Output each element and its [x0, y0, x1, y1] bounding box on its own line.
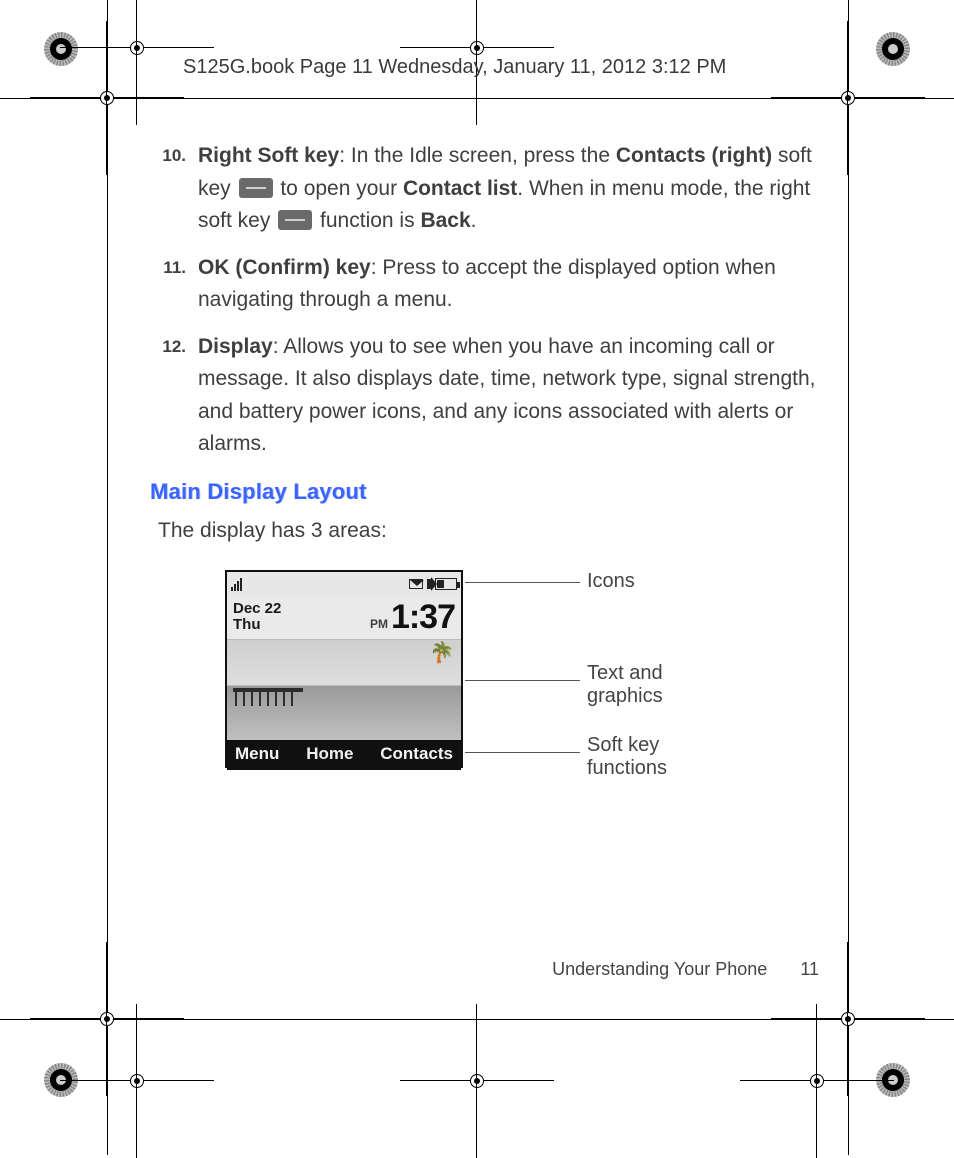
crosshair-mark	[120, 1064, 154, 1098]
phone-screen: Dec 22 Thu PM 1:37 🌴	[225, 570, 463, 768]
term: OK (Confirm) key	[198, 256, 371, 279]
text: : Allows you to see when you have an inc…	[198, 335, 815, 456]
crosshair-mark	[800, 1064, 834, 1098]
softkey-middle: Home	[306, 741, 353, 767]
crop-line	[0, 98, 954, 99]
day-line: Thu	[233, 617, 281, 633]
term: Right Soft key	[198, 144, 339, 167]
crop-line	[848, 0, 849, 1155]
footer-title: Understanding Your Phone	[552, 959, 767, 979]
text: .	[471, 209, 477, 232]
ampm: PM	[370, 615, 388, 634]
list-item: 11. OK (Confirm) key: Press to accept th…	[150, 252, 825, 317]
crosshair-mark	[460, 1064, 494, 1098]
softkey-row: Menu Home Contacts	[227, 740, 461, 770]
term: Contact list	[403, 177, 517, 200]
softkey-left: Menu	[235, 741, 279, 767]
registration-mark	[876, 32, 910, 66]
leader-line	[465, 752, 580, 753]
softkey-icon	[278, 210, 312, 230]
item-number: 12.	[150, 331, 198, 461]
list-item: 12. Display: Allows you to see when you …	[150, 331, 825, 461]
softkey-icon	[239, 178, 273, 198]
softkey-right: Contacts	[380, 741, 453, 767]
registration-mark	[876, 1063, 910, 1097]
page-slug: S125G.book Page 11 Wednesday, January 11…	[183, 56, 726, 79]
text: function is	[314, 209, 420, 232]
phone-diagram: Dec 22 Thu PM 1:37 🌴	[225, 570, 825, 790]
callout-icons: Icons	[587, 570, 635, 593]
text: : In the Idle screen, press the	[339, 144, 616, 167]
callout-text-graphics: Text and graphics	[587, 662, 663, 708]
battery-icon	[435, 578, 457, 590]
text: to open your	[275, 177, 403, 200]
section-subtitle: The display has 3 areas:	[158, 515, 825, 548]
item-number: 10.	[150, 140, 198, 238]
callout-softkeys: Soft key functions	[587, 734, 667, 780]
date-line: Dec 22	[233, 601, 281, 617]
registration-mark	[44, 32, 78, 66]
crop-line	[0, 1019, 954, 1020]
section-heading: Main Display Layout	[150, 475, 825, 509]
item-number: 11.	[150, 252, 198, 317]
pier-graphic	[233, 688, 303, 706]
message-icon	[409, 579, 423, 589]
page-footer: Understanding Your Phone 11	[552, 959, 819, 980]
palm-icon: 🌴	[430, 640, 455, 669]
leader-line	[465, 582, 580, 583]
sound-icon	[427, 579, 431, 589]
page-number: 11	[800, 959, 819, 979]
signal-icon	[231, 577, 242, 591]
page-content: 10. Right Soft key: In the Idle screen, …	[150, 140, 825, 790]
wallpaper: 🌴	[227, 640, 461, 740]
leader-line	[465, 680, 580, 681]
term: Contacts (right)	[616, 144, 772, 167]
term: Back	[420, 209, 470, 232]
datetime-row: Dec 22 Thu PM 1:37	[227, 596, 461, 640]
clock-time: 1:37	[391, 591, 455, 644]
crop-line	[107, 0, 108, 1155]
term: Display	[198, 335, 273, 358]
crosshair-mark	[120, 31, 154, 65]
registration-mark	[44, 1063, 78, 1097]
list-item: 10. Right Soft key: In the Idle screen, …	[150, 140, 825, 238]
